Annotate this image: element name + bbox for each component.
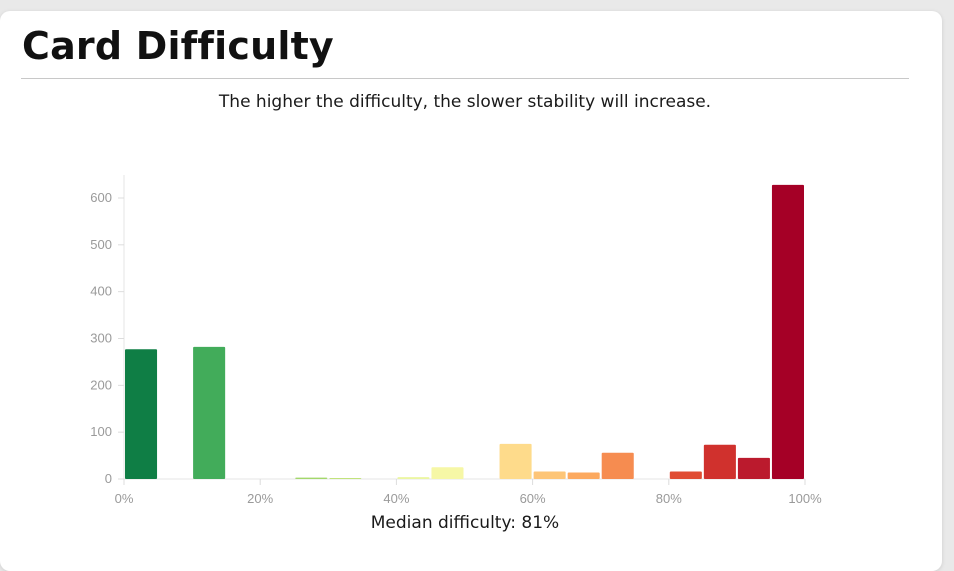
y-tick-label: 400 bbox=[90, 284, 112, 299]
x-axis: 0% 20% 40% 60% 80% 100% bbox=[115, 478, 822, 506]
chart-subtitle: The higher the difficulty, the slower st… bbox=[218, 92, 712, 112]
histogram-bar[interactable] bbox=[329, 478, 362, 479]
median-difficulty: Median difficulty: 81% bbox=[0, 513, 930, 533]
title-divider bbox=[21, 78, 909, 79]
histogram-bars bbox=[125, 184, 804, 480]
histogram-bar[interactable] bbox=[125, 349, 158, 479]
y-axis: 0 100 200 300 400 500 600 bbox=[90, 175, 125, 486]
histogram-bar[interactable] bbox=[601, 452, 634, 479]
x-tick-label: 20% bbox=[247, 491, 273, 506]
x-tick-label: 100% bbox=[788, 491, 822, 506]
histogram-bar[interactable] bbox=[295, 477, 328, 479]
histogram-bar[interactable] bbox=[533, 471, 566, 479]
y-tick-label: 200 bbox=[90, 377, 112, 392]
median-difficulty-value: 81% bbox=[521, 513, 560, 533]
histogram-bar[interactable] bbox=[431, 467, 464, 479]
x-tick-label: 40% bbox=[383, 491, 409, 506]
y-tick-label: 0 bbox=[105, 471, 112, 486]
histogram-bar[interactable] bbox=[567, 472, 600, 479]
y-tick-label: 600 bbox=[90, 190, 112, 205]
histogram-bar[interactable] bbox=[499, 443, 532, 479]
histogram-bar[interactable] bbox=[397, 477, 430, 479]
x-tick-label: 60% bbox=[520, 491, 546, 506]
median-difficulty-label: Median difficulty: bbox=[370, 513, 517, 533]
y-tick-label: 300 bbox=[90, 331, 112, 346]
histogram-bar[interactable] bbox=[669, 471, 702, 479]
histogram-bar[interactable] bbox=[703, 444, 736, 479]
y-tick-label: 100 bbox=[90, 424, 112, 439]
y-tick-label: 500 bbox=[90, 237, 112, 252]
histogram-bar[interactable] bbox=[771, 184, 804, 480]
x-tick-label: 80% bbox=[656, 491, 682, 506]
page-title: Card Difficulty bbox=[22, 24, 334, 68]
histogram-bar[interactable] bbox=[193, 346, 226, 479]
histogram-bar[interactable] bbox=[737, 457, 770, 479]
x-tick-label: 0% bbox=[115, 491, 134, 506]
